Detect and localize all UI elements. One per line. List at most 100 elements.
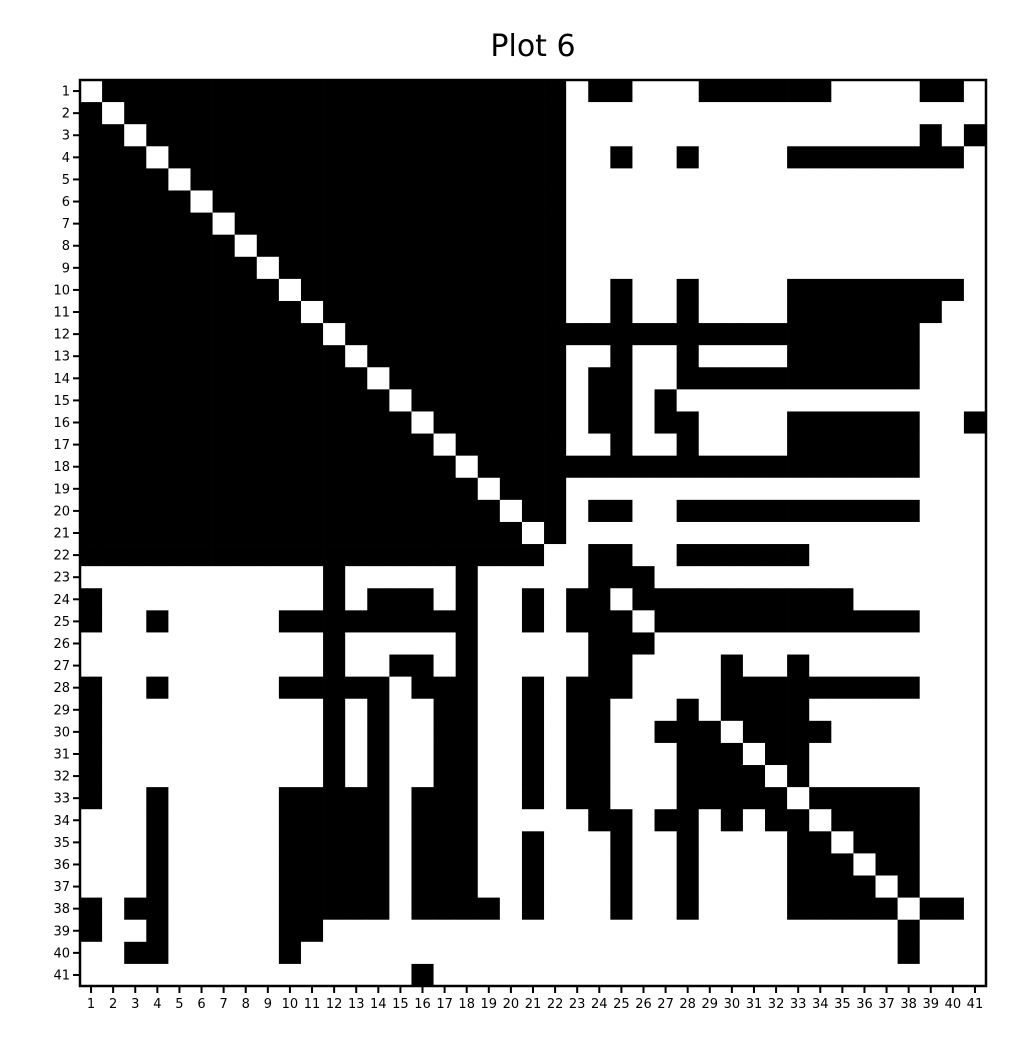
y-tick-label: 30	[53, 725, 70, 740]
heatmap-cell-r25-c36	[853, 610, 876, 633]
heatmap-cell-r10-c10	[278, 278, 302, 302]
heatmap-cell-r9-c19	[477, 256, 501, 280]
heatmap-cell-r15-c12	[323, 389, 346, 412]
heatmap-cell-r20-c24	[588, 499, 611, 523]
y-tick-label: 26	[53, 637, 70, 652]
heatmap-cell-r11-c30	[720, 300, 744, 324]
heatmap-cell-r10-c12	[323, 278, 346, 302]
heatmap-cell-r34-c36	[853, 809, 876, 832]
heatmap-cell-r16-c22	[544, 411, 567, 434]
heatmap-cell-r9-c5	[168, 256, 191, 280]
heatmap-cell-r28-c11	[300, 676, 324, 700]
heatmap-cell-r30-c29	[698, 720, 722, 744]
heatmap-cell-r29-c23	[566, 698, 589, 722]
heatmap-cell-r20-c35	[831, 499, 854, 523]
y-tick-label: 2	[62, 107, 70, 122]
heatmap-cell-r8-c12	[323, 234, 346, 258]
heatmap-cell-r27-c1	[80, 654, 103, 677]
heatmap-cell-r26-c4	[146, 632, 169, 655]
heatmap-cell-r36-c18	[455, 853, 479, 876]
heatmap-cell-r33-c24	[588, 787, 611, 810]
heatmap-cell-r36-c17	[433, 853, 457, 876]
heatmap-cell-r13-c7	[212, 345, 236, 368]
y-tick-label: 9	[62, 261, 70, 276]
heatmap-cell-r27-c11	[300, 654, 324, 677]
heatmap-cell-r2-c1	[80, 102, 103, 125]
heatmap-cell-r15-c22	[544, 389, 567, 412]
heatmap-cell-r37-c23	[566, 875, 589, 898]
heatmap-cell-r19-c23	[566, 477, 589, 501]
y-tick-label: 17	[53, 438, 70, 453]
heatmap-cell-r37-c28	[676, 875, 700, 898]
heatmap-cell-r4-c37	[875, 146, 898, 169]
heatmap-cell-r41-c7	[212, 963, 236, 987]
heatmap-cell-r17-c25	[610, 433, 633, 457]
heatmap-cell-r9-c1	[80, 256, 103, 280]
heatmap-cell-r29-c14	[367, 698, 390, 722]
heatmap-cell-r40-c34	[809, 941, 832, 965]
heatmap-cell-r13-c39	[919, 345, 943, 368]
heatmap-cell-r36-c32	[765, 853, 788, 876]
heatmap-cell-r33-c2	[102, 787, 125, 810]
heatmap-cell-r37-c38	[897, 875, 921, 898]
heatmap-cell-r7-c12	[323, 212, 346, 236]
heatmap-cell-r41-c37	[875, 963, 898, 987]
heatmap-cell-r9-c37	[875, 256, 898, 280]
heatmap-cell-r16-c10	[278, 411, 302, 434]
heatmap-cell-r37-c22	[544, 875, 567, 898]
heatmap-cell-r34-c10	[278, 809, 302, 832]
heatmap-cell-r7-c31	[742, 212, 766, 236]
heatmap-cell-r16-c26	[632, 411, 655, 434]
heatmap-cell-r33-c39	[919, 787, 943, 810]
heatmap-cell-r41-c18	[455, 963, 479, 987]
heatmap-cell-r19-c20	[499, 477, 523, 501]
heatmap-cell-r30-c13	[345, 720, 368, 744]
heatmap-cell-r15-c1	[80, 389, 103, 412]
y-tick-label: 13	[53, 350, 70, 365]
heatmap-cell-r39-c40	[941, 919, 965, 943]
heatmap-cell-r9-c12	[323, 256, 346, 280]
heatmap-cell-r15-c32	[765, 389, 788, 412]
heatmap-cell-r19-c24	[588, 477, 611, 501]
heatmap-cell-r7-c41	[963, 212, 987, 236]
heatmap-cell-r4-c23	[566, 146, 589, 169]
heatmap-cell-r29-c40	[941, 698, 965, 722]
heatmap-cell-r10-c39	[919, 278, 943, 302]
x-tick-label: 14	[370, 997, 387, 1012]
heatmap-cell-r41-c41	[963, 963, 987, 987]
y-tick-label: 6	[62, 195, 70, 210]
heatmap-cell-r30-c37	[875, 720, 898, 744]
heatmap-cell-r35-c36	[853, 831, 876, 854]
heatmap-cell-r33-c32	[765, 787, 788, 810]
heatmap-cell-r33-c13	[345, 787, 368, 810]
heatmap-cell-r16-c5	[168, 411, 191, 434]
heatmap-cell-r17-c23	[566, 433, 589, 457]
heatmap-cell-r11-c38	[897, 300, 921, 324]
heatmap-cell-r21-c7	[212, 521, 236, 545]
heatmap-cell-r31-c37	[875, 742, 898, 766]
heatmap-cell-r28-c32	[765, 676, 788, 700]
heatmap-cell-r15-c29	[698, 389, 722, 412]
heatmap-cell-r39-c36	[853, 919, 876, 943]
heatmap-cell-r23-c35	[831, 566, 854, 589]
heatmap-cell-r33-c18	[455, 787, 479, 810]
heatmap-cell-r34-c8	[234, 809, 258, 832]
heatmap-cell-r2-c18	[455, 102, 479, 125]
heatmap-cell-r27-c5	[168, 654, 191, 677]
heatmap-cell-r3-c32	[765, 124, 788, 147]
heatmap-cell-r31-c20	[499, 742, 523, 766]
y-tick-label: 36	[53, 858, 70, 873]
heatmap-cell-r36-c15	[389, 853, 412, 876]
y-tick-label: 19	[53, 482, 70, 497]
heatmap-cell-r11-c29	[698, 300, 722, 324]
heatmap-cell-r26-c35	[831, 632, 854, 655]
heatmap-cell-r39-c1	[80, 919, 103, 943]
heatmap-cell-r10-c7	[212, 278, 236, 302]
heatmap-cell-r3-c41	[963, 124, 987, 147]
heatmap-cell-r3-c27	[654, 124, 677, 147]
heatmap-cell-r40-c39	[919, 941, 943, 965]
heatmap-cell-r10-c29	[698, 278, 722, 302]
heatmap-cell-r31-c35	[831, 742, 854, 766]
heatmap-cell-r16-c32	[765, 411, 788, 434]
heatmap-cell-r35-c14	[367, 831, 390, 854]
